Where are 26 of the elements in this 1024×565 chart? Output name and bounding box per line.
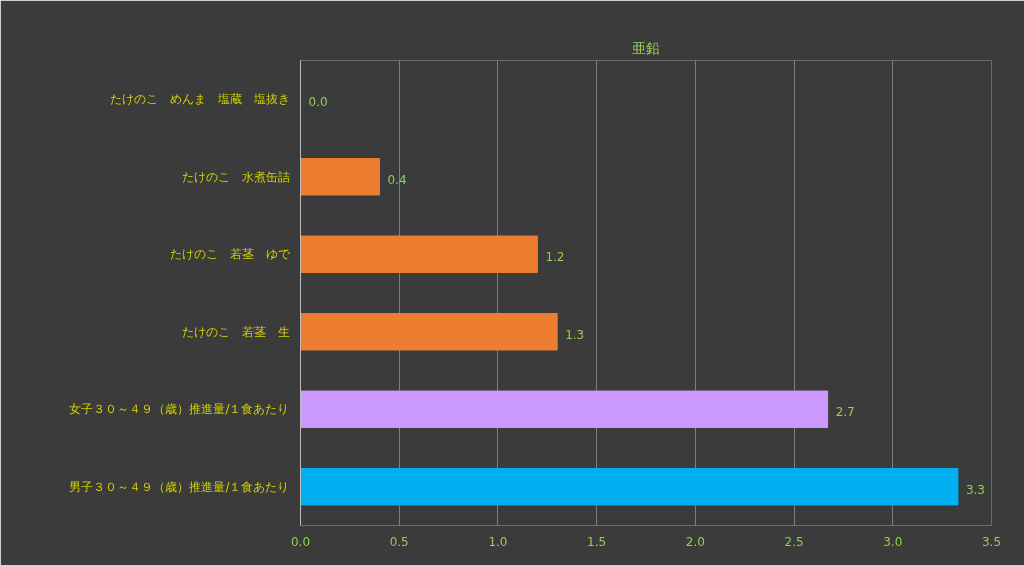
bar: [300, 235, 538, 273]
data-label: 1.2: [545, 250, 565, 265]
data-label: 0.4: [387, 172, 407, 187]
x-tick-label: 3.0: [883, 534, 903, 549]
y-tick-label: 女子３０～４９（歳）推進量/１食あたり: [69, 402, 290, 417]
y-tick-label: たけのこ 若茎 ゆで: [169, 247, 291, 262]
x-tick-label: 1.0: [488, 534, 508, 549]
y-tick-label: たけのこ 若茎 生: [181, 324, 290, 339]
x-tick-label: 1.5: [587, 534, 607, 549]
x-tick-label: 3.5: [981, 534, 1002, 549]
x-tick-label: 0.5: [389, 534, 409, 549]
data-label: 3.3: [965, 482, 986, 497]
bar: [300, 313, 558, 351]
y-tick-label: 男子３０～４９（歳）推進量/１食あたり: [69, 479, 290, 494]
y-tick-label: たけのこ 水煮缶詰: [181, 169, 290, 184]
bar: [300, 468, 959, 506]
chart-title: 亜鉛: [632, 39, 660, 56]
y-tick-label: たけのこ めんま 塩蔵 塩抜き: [109, 92, 290, 107]
data-label: 2.7: [835, 405, 855, 420]
bar: [300, 158, 380, 196]
x-tick-label: 2.0: [685, 534, 705, 549]
x-tick-label: 2.5: [784, 534, 804, 549]
x-tick-label: 0.0: [290, 534, 311, 549]
bar: [300, 390, 829, 428]
data-label: 1.3: [565, 327, 585, 342]
data-label: 0.0: [308, 95, 328, 110]
